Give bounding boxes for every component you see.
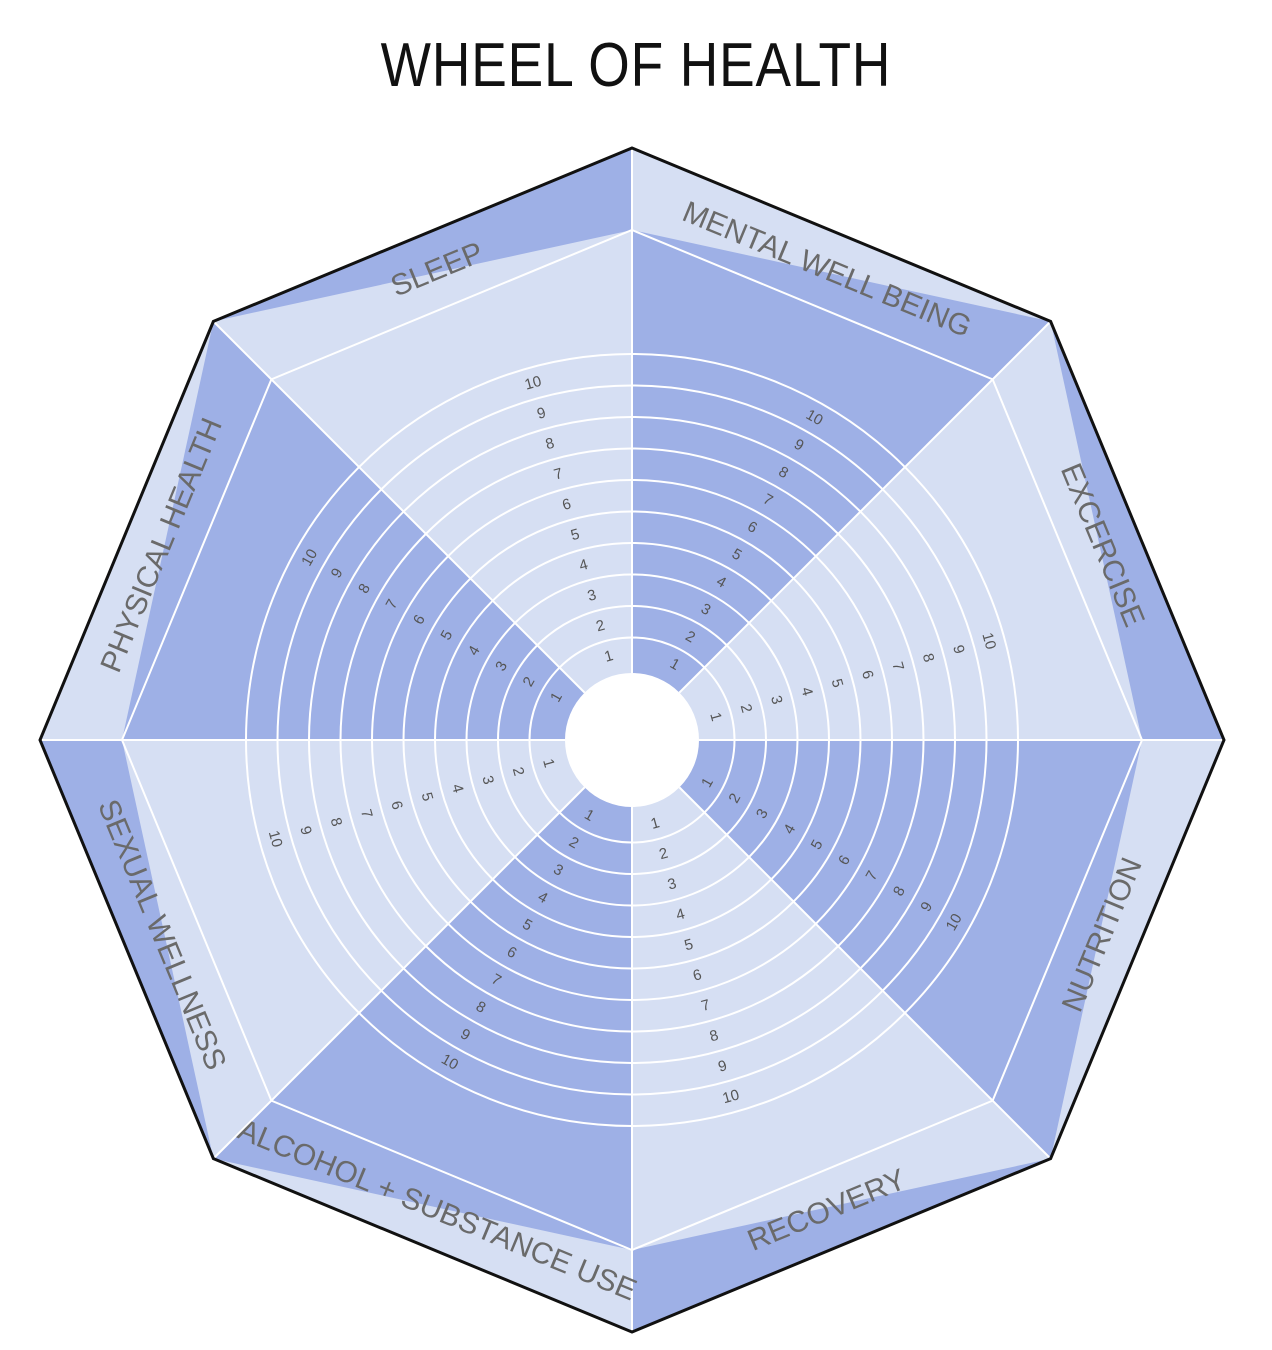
ring-number: 10 — [265, 829, 286, 850]
center-hub — [565, 673, 699, 807]
segment-dividers — [40, 148, 1224, 1332]
ring-number: 10 — [523, 373, 544, 394]
ring-number: 10 — [943, 911, 966, 934]
ring-number: 10 — [978, 631, 999, 652]
divider-4 — [678, 786, 1052, 1160]
ring-number: 10 — [721, 1086, 742, 1107]
divider-6 — [212, 786, 586, 1160]
divider-8 — [212, 320, 586, 694]
outer-octagon-outline — [38, 146, 1226, 1334]
ring-number: 10 — [803, 406, 826, 429]
ring-number: 10 — [298, 546, 321, 569]
divider-2 — [678, 320, 1052, 694]
ring-number: 10 — [438, 1051, 461, 1074]
page-title: WHEEL OF HEALTH — [380, 31, 892, 100]
